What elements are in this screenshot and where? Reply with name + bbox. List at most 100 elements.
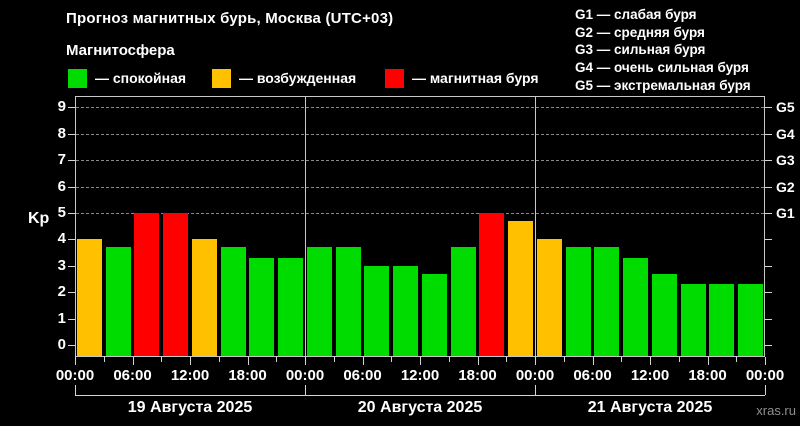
kp-bar-day1-slot6 xyxy=(220,247,246,356)
kp-bar-day2-slot3 xyxy=(364,265,390,356)
x-tick xyxy=(420,357,421,365)
y-tick-right xyxy=(765,239,772,241)
y-tick-left xyxy=(68,186,75,188)
day-label: 21 Августа 2025 xyxy=(587,399,713,416)
y-tick-label: 9 xyxy=(57,98,66,116)
day-separator xyxy=(535,97,536,356)
kp-bar-day1-slot1 xyxy=(76,239,102,356)
time-label: 18:00 xyxy=(688,367,727,384)
gridline-kp7 xyxy=(76,160,764,162)
kp-bar-day3-slot2 xyxy=(565,247,591,356)
gridline-kp8 xyxy=(76,133,764,135)
day-axis-tick xyxy=(305,385,306,395)
y-tick-left xyxy=(68,265,75,267)
day-axis-tick xyxy=(75,385,76,395)
x-tick xyxy=(190,357,191,365)
x-tick xyxy=(247,357,249,365)
chart-title: Прогноз магнитных бурь, Москва (UTC+03) xyxy=(66,10,394,27)
kp-bar-day3-slot8 xyxy=(738,284,764,356)
time-label: 12:00 xyxy=(400,367,440,384)
legend-item-excited: — возбужденная xyxy=(212,69,356,88)
y-tick-left xyxy=(68,133,75,135)
gridline-kp6 xyxy=(76,186,764,188)
legend-label: — магнитная буря xyxy=(412,70,539,86)
kp-bar-day1-slot8 xyxy=(278,257,304,356)
g-scale-label: G5 xyxy=(776,99,795,116)
kp-bar-day2-slot8 xyxy=(508,220,534,356)
kp-bar-day1-slot2 xyxy=(105,247,131,356)
y-tick-left xyxy=(68,292,75,294)
x-tick xyxy=(707,357,709,365)
day-label: 20 Августа 2025 xyxy=(357,399,483,416)
y-tick-label: 6 xyxy=(57,177,66,195)
g-legend-row: G3 — сильная буря xyxy=(575,42,706,58)
y-tick-label: 5 xyxy=(57,204,66,221)
time-label: 12:00 xyxy=(630,367,670,384)
g-legend-row: G5 — экстремальная буря xyxy=(575,77,751,93)
kp-bar-day2-slot7 xyxy=(479,213,505,356)
day-axis-line xyxy=(75,395,765,396)
y-tick-left xyxy=(68,318,75,320)
day-separator xyxy=(305,97,306,356)
x-tick xyxy=(362,357,364,365)
g-scale-label: G2 xyxy=(776,178,795,195)
kp-bar-day3-slot5 xyxy=(651,273,677,356)
x-tick xyxy=(765,357,766,365)
y-tick-label: 8 xyxy=(57,124,66,142)
kp-bar-day3-slot3 xyxy=(594,247,620,356)
storm-color-swatch xyxy=(385,69,404,88)
x-tick xyxy=(161,357,163,362)
legend-label: — возбужденная xyxy=(239,70,357,86)
y-tick-left xyxy=(68,239,75,241)
y-tick-left xyxy=(68,160,75,162)
x-tick xyxy=(678,357,680,362)
kp-bar-day3-slot6 xyxy=(680,284,706,356)
x-tick xyxy=(506,357,508,362)
y-tick-left xyxy=(68,345,75,346)
day-axis-tick xyxy=(765,385,766,395)
kp-bar-day1-slot4 xyxy=(163,213,189,356)
kp-bar-day2-slot4 xyxy=(393,265,419,356)
y-tick-left xyxy=(68,213,75,214)
x-tick xyxy=(132,357,134,365)
time-label: 06:00 xyxy=(113,367,152,384)
y-tick-right xyxy=(765,186,772,188)
x-tick xyxy=(218,357,220,362)
legend-label: — спокойная xyxy=(95,70,187,86)
g-legend-row: G2 — средняя буря xyxy=(575,24,705,40)
x-tick xyxy=(391,357,393,362)
kp-bar-day1-slot7 xyxy=(249,257,275,356)
y-axis-title: Kp xyxy=(28,210,50,227)
y-tick-right xyxy=(765,345,772,346)
x-tick xyxy=(535,357,536,365)
y-tick-label: 4 xyxy=(57,230,66,248)
x-tick xyxy=(477,357,479,365)
excited-color-swatch xyxy=(212,69,231,88)
calm-color-swatch xyxy=(68,69,87,88)
x-tick xyxy=(333,357,335,362)
legend-item-calm: — спокойная xyxy=(68,69,186,88)
y-tick-right xyxy=(765,107,772,109)
y-tick-right xyxy=(765,292,772,294)
x-tick xyxy=(736,357,738,362)
gridline-kp5 xyxy=(76,213,764,214)
y-tick-right xyxy=(765,213,772,214)
chart-subtitle: Магнитосфера xyxy=(66,42,175,59)
time-label: 00:00 xyxy=(285,367,325,384)
x-tick xyxy=(103,357,105,362)
time-label: 00:00 xyxy=(515,367,555,384)
time-label: 00:00 xyxy=(745,367,785,384)
time-label: 00:00 xyxy=(55,367,95,384)
g-scale-label: G4 xyxy=(776,125,795,142)
g-scale-label: G3 xyxy=(776,152,795,169)
g-legend-row: G1 — слабая буря xyxy=(575,7,697,22)
y-tick-right xyxy=(765,318,772,320)
y-tick-label: 0 xyxy=(57,336,66,353)
kp-bar-day2-slot2 xyxy=(335,247,361,356)
y-tick-right xyxy=(765,160,772,162)
x-tick xyxy=(592,357,594,365)
time-label: 06:00 xyxy=(343,367,382,384)
x-tick xyxy=(75,357,76,365)
